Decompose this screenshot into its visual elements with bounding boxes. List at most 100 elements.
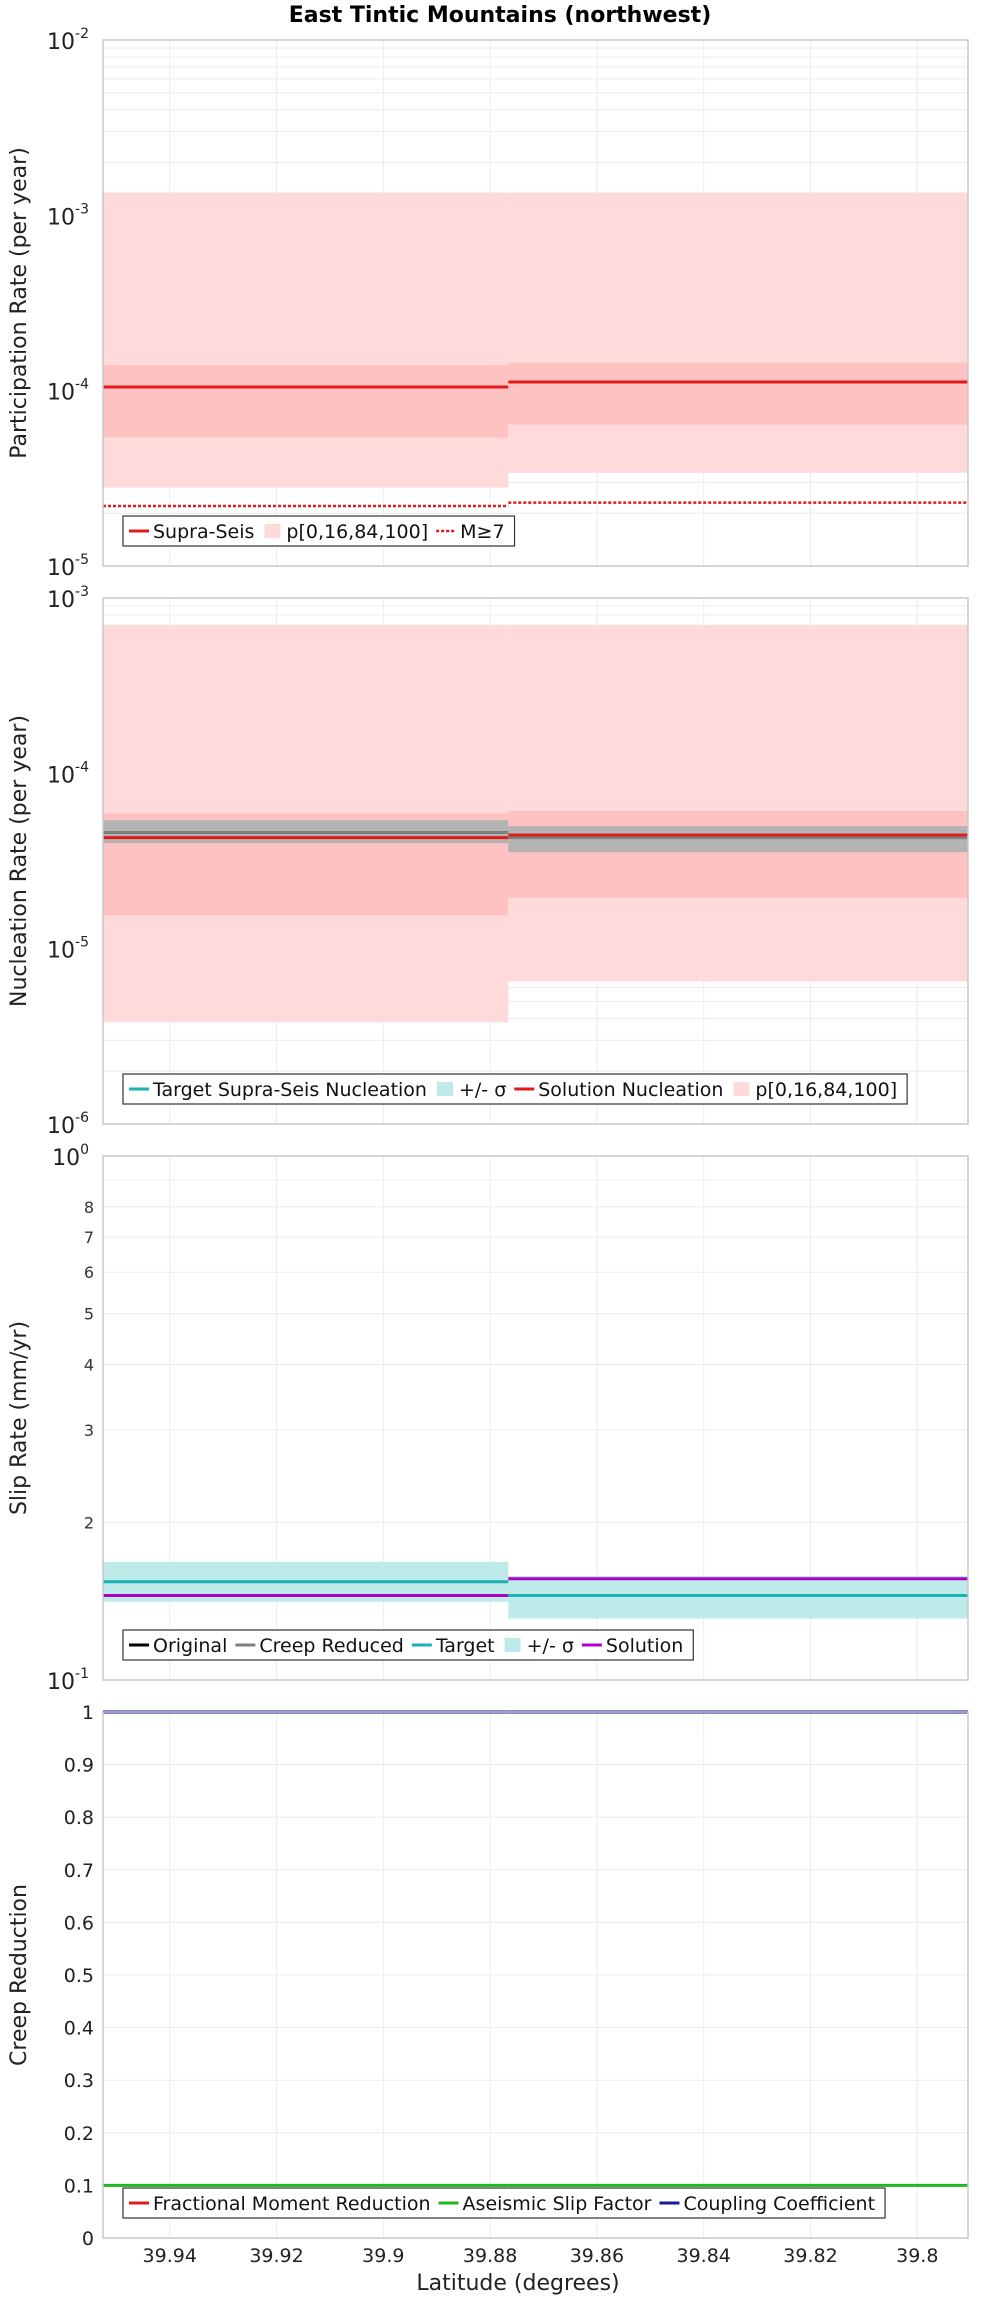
band--: [508, 826, 968, 853]
legend-label: Creep Reduced: [259, 1635, 403, 1657]
legend-label: Supra-Seis: [153, 521, 254, 543]
y-tick-label: 0.4: [64, 2018, 94, 2040]
legend-item: Target Supra-Seis Nucleation: [129, 1079, 427, 1101]
legend-item: Supra-Seis: [129, 521, 254, 543]
legend-label: +/- σ: [527, 1635, 574, 1657]
x-tick-label: 39.88: [463, 2245, 517, 2267]
y-minor-tick-label: 5: [84, 1305, 94, 1324]
y-minor-tick-label: 7: [84, 1228, 94, 1247]
band--: [508, 1575, 968, 1619]
y-tick-label: 0.7: [64, 1860, 94, 1882]
x-tick-label: 39.9: [362, 2245, 404, 2267]
legend-item: Solution: [581, 1635, 683, 1657]
y-tick-label: 10-4: [47, 759, 89, 788]
legend-item: M≥7: [436, 521, 505, 543]
legend-item: Coupling Coefficient: [659, 2193, 875, 2215]
panel-creep: 0 0.1 0.2 0.3 0.4 0.5 0.6 0.7 0.8 0.9 1 Creep Reduc…: [7, 1702, 969, 2250]
legend-label: Solution Nucleation: [538, 1079, 723, 1101]
y-tick-label: 0.2: [64, 2123, 94, 2145]
legend-item: +/- σ: [436, 1079, 506, 1101]
x-tick-label: 39.92: [249, 2245, 303, 2267]
y-tick-label: 10-3: [47, 584, 89, 613]
y-tick-label: 0.3: [64, 2070, 94, 2092]
y-minor-tick-label: 4: [84, 1356, 94, 1375]
legend-swatch: [264, 524, 281, 538]
legend-item: Original: [129, 1635, 227, 1657]
chart-title: East Tintic Mountains (northwest): [289, 3, 712, 28]
y-minor-tick-label: 6: [84, 1263, 94, 1282]
legend-item: Solution Nucleation: [514, 1079, 723, 1101]
legend-label: p[0,16,84,100]: [286, 521, 428, 543]
y-minor-tick-label: 2: [84, 1513, 94, 1532]
legend-item: Fractional Moment Reduction: [129, 2193, 431, 2215]
panel-slip: 10-1 100 2 3 4 5 6 7 8 Slip Rate (mm/yr) Original C…: [7, 1142, 969, 1695]
panel-nucleation: 10-6 10-5 10-4 10-3 Nucleation Rate (per yea…: [7, 584, 969, 1139]
legend: Original Creep Reduced Target +/- σ Solution: [122, 1629, 694, 1661]
legend-label: +/- σ: [459, 1079, 506, 1101]
legend: Target Supra-Seis Nucleation +/- σ Solutio…: [122, 1073, 908, 1105]
legend-item: Target: [411, 1635, 495, 1657]
y-tick-label: 10-3: [47, 201, 89, 230]
legend-label: M≥7: [460, 521, 504, 543]
y-axis-label: Creep Reduction: [7, 1884, 32, 2066]
y-tick-label: 0.5: [64, 1965, 94, 1987]
x-tick-label: 39.86: [570, 2245, 624, 2267]
x-tick-label: 39.94: [143, 2245, 197, 2267]
legend-item: p[0,16,84,100]: [733, 1079, 897, 1101]
x-axis-label: Latitude (degrees): [416, 2271, 619, 2296]
legend-label: Target: [435, 1635, 495, 1657]
legend-swatch: [436, 1082, 453, 1096]
y-tick-label: 0.8: [64, 1807, 94, 1829]
legend-box: [122, 2187, 886, 2219]
y-axis-label: Participation Rate (per year): [7, 147, 32, 459]
y-tick-label: 0.9: [64, 1755, 94, 1777]
legend-label: Original: [153, 1635, 227, 1657]
legend-swatch: [733, 1082, 750, 1096]
y-tick-label: 10-5: [47, 935, 89, 964]
plot-frame: [102, 1155, 969, 1681]
legend: Fractional Moment Reduction Aseismic Slip…: [122, 2187, 886, 2219]
y-minor-tick-label: 3: [84, 1421, 94, 1440]
legend-item: Aseismic Slip Factor: [438, 2193, 652, 2215]
y-tick-label: 10-2: [47, 26, 89, 55]
legend-label: Aseismic Slip Factor: [463, 2193, 652, 2215]
band-p-0-100-: [508, 625, 968, 982]
legend-box: [122, 515, 516, 547]
y-tick-label: 0.1: [64, 2175, 94, 2197]
plot-frame: [102, 1711, 969, 2239]
y-tick-label: 1: [82, 1702, 94, 1724]
legend-item: +/- σ: [504, 1635, 574, 1657]
legend-label: Target Supra-Seis Nucleation: [152, 1079, 427, 1101]
band-p-16-84-: [103, 365, 509, 438]
legend-label: Fractional Moment Reduction: [153, 2193, 431, 2215]
x-tick-label: 39.82: [783, 2245, 837, 2267]
legend-label: Coupling Coefficient: [683, 2193, 875, 2215]
legend-swatch: [504, 1638, 521, 1652]
legend-box: [122, 1629, 694, 1661]
legend-label: Solution: [606, 1635, 683, 1657]
legend-label: p[0,16,84,100]: [755, 1079, 897, 1101]
legend-item: Creep Reduced: [235, 1635, 404, 1657]
y-tick-label: 10-6: [47, 1110, 89, 1139]
band-p-0-100-: [103, 192, 509, 488]
y-tick-label: 10-5: [47, 552, 89, 581]
y-tick-label: 0.6: [64, 1912, 94, 1934]
y-axis-label: Slip Rate (mm/yr): [7, 1321, 32, 1515]
panel-participation: 10-5 10-4 10-3 10-2 Participation Rate (per …: [7, 26, 969, 581]
band-p-16-84-: [508, 362, 968, 425]
legend-item: p[0,16,84,100]: [264, 521, 428, 543]
y-axis-label: Nucleation Rate (per year): [7, 715, 32, 1007]
x-tick-label: 39.84: [676, 2245, 730, 2267]
y-tick-label: 0: [82, 2228, 94, 2250]
y-minor-tick-label: 8: [84, 1198, 94, 1217]
plot-frame: [102, 39, 969, 567]
y-tick-label: 100: [52, 1142, 89, 1171]
band-p-0-100-: [508, 192, 968, 473]
legend: Supra-Seis p[0,16,84,100] M≥7: [122, 515, 516, 547]
y-tick-label: 10-1: [47, 1666, 89, 1695]
x-tick-label: 39.8: [896, 2245, 938, 2267]
y-tick-label: 10-4: [47, 377, 89, 406]
plot-frame: [102, 597, 969, 1125]
band-p-16-84-: [508, 810, 968, 898]
